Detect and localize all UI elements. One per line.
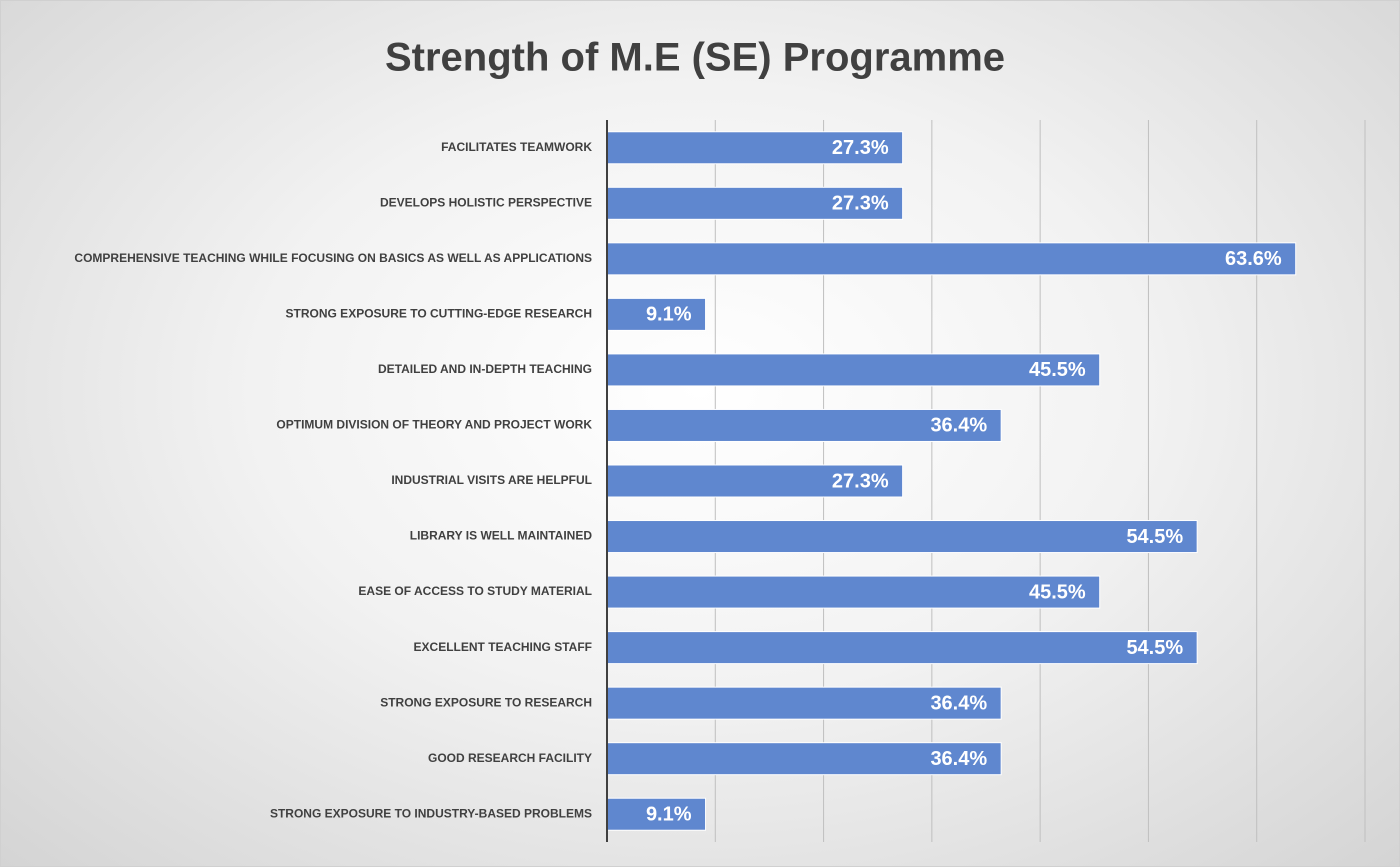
y-tick-label: STRONG EXPOSURE TO CUTTING-EDGE RESEARCH [286,307,592,321]
data-label: 36.4% [930,692,987,714]
data-label: 27.3% [832,137,889,159]
y-tick-label: EASE OF ACCESS TO STUDY MATERIAL [358,584,592,598]
bar [606,686,1002,720]
y-tick-label: INDUSTRIAL VISITS ARE HELPFUL [391,473,592,487]
y-tick-label: EXCELLENT TEACHING STAFF [414,640,592,654]
chart-title: Strength of M.E (SE) Programme [385,36,1005,80]
y-tick-label: FACILITATES TEAMWORK [441,140,592,154]
data-label: 27.3% [832,193,889,215]
data-label: 9.1% [646,304,692,326]
data-label: 27.3% [832,470,889,492]
y-tick-label: STRONG EXPOSURE TO RESEARCH [380,695,592,709]
data-label: 36.4% [930,415,987,437]
data-label: 63.6% [1225,248,1282,270]
bar [606,742,1002,776]
data-label: 54.5% [1126,526,1183,548]
bar [606,131,904,165]
y-tick-label: COMPREHENSIVE TEACHING WHILE FOCUSING ON… [74,251,592,265]
y-tick-label: GOOD RESEARCH FACILITY [428,751,592,765]
data-label: 45.5% [1029,581,1086,603]
y-tick-label: DEVELOPS HOLISTIC PERSPECTIVE [380,195,592,209]
y-tick-label: DETAILED AND IN-DEPTH TEACHING [378,362,592,376]
bar [606,186,904,220]
data-label: 36.4% [930,748,987,770]
bar [606,797,707,831]
y-tick-label: STRONG EXPOSURE TO INDUSTRY-BASED PROBLE… [270,806,592,820]
bar [606,575,1101,609]
bar [606,631,1198,665]
data-label: 54.5% [1126,637,1183,659]
y-tick-label: LIBRARY IS WELL MAINTAINED [410,529,593,543]
bar [606,520,1198,554]
y-tick-label: OPTIMUM DIVISION OF THEORY AND PROJECT W… [276,418,592,432]
bar [606,242,1297,276]
data-label: 45.5% [1029,359,1086,381]
data-label: 9.1% [646,804,692,826]
bar [606,353,1101,387]
